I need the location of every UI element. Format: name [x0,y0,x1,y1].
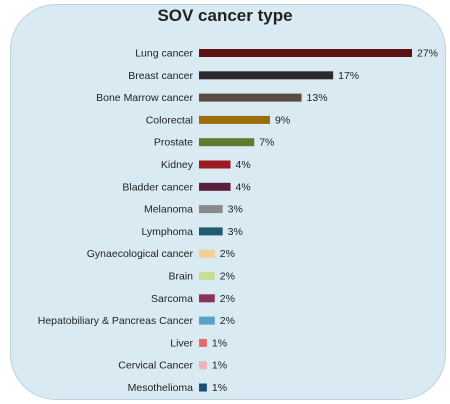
bar [199,205,223,214]
category-label: Colorectal [146,114,193,126]
value-label: 1% [212,360,227,372]
value-label: 13% [307,92,328,104]
value-label: 2% [220,315,235,327]
value-label: 7% [259,137,274,149]
bar [199,249,215,258]
value-label: 27% [417,48,438,60]
value-label: 1% [212,337,227,349]
bar [199,71,334,80]
category-label: Brain [168,271,193,283]
category-label: Hepatobiliary & Pancreas Cancer [38,315,194,327]
bar [199,182,231,191]
value-label: 2% [220,271,235,283]
bar [199,361,207,370]
value-label: 3% [228,226,243,238]
bar [199,160,231,169]
category-label: Sarcoma [151,293,193,305]
value-label: 17% [338,70,359,82]
category-label: Lung cancer [135,48,193,60]
bar [199,383,207,392]
value-label: 4% [236,159,251,171]
bar [199,272,215,280]
value-label: 1% [212,382,227,394]
category-label: Breast cancer [128,70,193,82]
category-label: Kidney [161,159,194,171]
bar [199,316,215,325]
bar [199,227,223,236]
bar [199,49,412,57]
category-label: Bone Marrow cancer [96,92,193,104]
category-label: Lymphoma [141,226,193,238]
category-label: Cervical Cancer [118,360,193,372]
category-label: Mesothelioma [128,382,194,394]
bar [199,294,215,303]
category-label: Prostate [154,137,193,149]
category-label: Bladder cancer [122,181,193,193]
chart-panel [10,4,446,400]
value-label: 3% [228,204,243,216]
value-label: 4% [236,181,251,193]
category-label: Liver [170,337,193,349]
value-label: 2% [220,248,235,260]
bar [199,115,270,124]
bar [199,338,207,347]
value-label: 2% [220,293,235,305]
category-label: Gynaecological cancer [87,248,194,260]
chart-title: SOV cancer type [157,6,293,25]
value-label: 9% [275,114,290,126]
bar [199,93,302,102]
bar [199,138,255,147]
category-label: Melanoma [144,204,193,216]
